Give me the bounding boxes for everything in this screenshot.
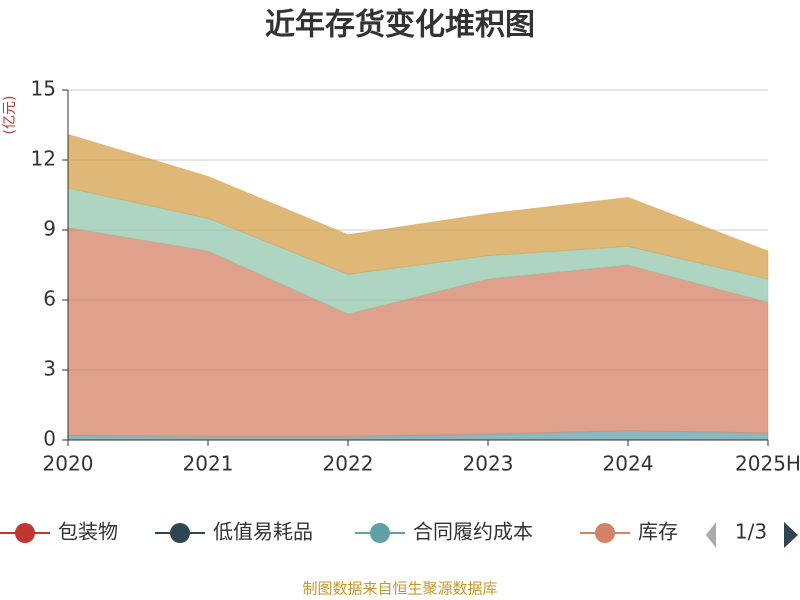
legend-label: 包装物 <box>58 520 118 544</box>
y-tick-label: 0 <box>43 427 56 451</box>
y-tick-label: 6 <box>43 287 56 311</box>
y-tick-label: 15 <box>31 77 56 101</box>
y-axis-label: (亿元) <box>2 96 18 135</box>
x-tick-label: 2022 <box>323 452 374 476</box>
legend-label: 低值易耗品 <box>213 520 313 544</box>
legend-symbol <box>595 523 615 543</box>
x-tick-label: 2025H <box>735 452 800 476</box>
x-tick-label: 2024 <box>603 452 654 476</box>
y-tick-label: 3 <box>43 357 56 381</box>
legend-symbol <box>170 523 190 543</box>
legend-symbol <box>15 523 35 543</box>
legend-prev[interactable] <box>706 522 716 548</box>
x-tick-label: 2023 <box>463 452 514 476</box>
x-tick-label: 2020 <box>43 452 94 476</box>
legend-symbol <box>370 523 390 543</box>
source-note: 制图数据来自恒生聚源数据库 <box>302 580 497 598</box>
legend-label: 库存 <box>638 520 678 544</box>
legend-next[interactable] <box>784 522 798 548</box>
legend-page: 1/3 <box>735 520 767 544</box>
area <box>67 133 769 280</box>
x-tick-label: 2021 <box>183 452 234 476</box>
y-tick-label: 9 <box>43 217 56 241</box>
chart-title: 近年存货变化堆积图 <box>265 8 535 43</box>
legend-label: 合同履约成本 <box>413 520 533 544</box>
y-tick-label: 12 <box>31 147 56 171</box>
